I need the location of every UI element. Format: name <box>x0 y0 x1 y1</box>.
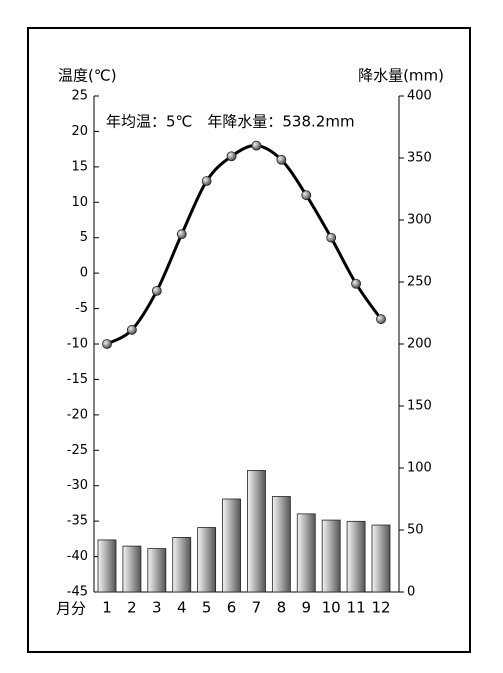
y2-tick-label: 150 <box>407 399 432 414</box>
x-tick-label: 6 <box>227 599 237 617</box>
y-tick-label: -45 <box>67 585 88 600</box>
y2-tick-label: 200 <box>407 337 432 352</box>
x-tick-label: 9 <box>301 599 311 617</box>
bar <box>371 524 391 593</box>
y-tick-label: 0 <box>80 266 88 281</box>
x-tick-label: 1 <box>102 599 112 617</box>
y2-tick-label: 50 <box>407 523 424 538</box>
bar <box>122 545 142 593</box>
y2-axis-title: 降水量(mm) <box>358 67 444 85</box>
y-tick-label: -35 <box>67 514 88 529</box>
bar <box>97 539 117 593</box>
temperature-point <box>201 176 212 186</box>
y-tick-label: 20 <box>71 124 88 139</box>
x-tick-label: 11 <box>347 599 366 617</box>
y-axis-title: 温度(℃) <box>58 67 117 85</box>
temperature-point <box>276 154 287 165</box>
y-tick-label: 25 <box>71 89 88 104</box>
y-tick-label: -30 <box>67 478 88 493</box>
x-tick-label: 3 <box>152 599 162 617</box>
y-tick-label: -40 <box>67 549 88 564</box>
bar <box>172 537 192 593</box>
y2-tick-label: 400 <box>407 89 432 104</box>
bar <box>247 470 266 593</box>
y2-tick-label: 100 <box>407 461 432 476</box>
bar <box>147 548 167 593</box>
temperature-line <box>106 144 383 346</box>
y-tick-label: 5 <box>80 230 88 245</box>
y-tick-label: -5 <box>75 301 88 316</box>
x-tick-label: 8 <box>277 599 287 617</box>
x-tick-label: 7 <box>252 599 262 617</box>
temperature-point <box>376 314 386 325</box>
y-tick-label: -10 <box>67 337 88 352</box>
bar <box>346 520 366 593</box>
temperature-point <box>251 140 262 151</box>
y2-tick-label: 250 <box>407 275 432 290</box>
x-tick-label: 12 <box>371 599 390 617</box>
temperature-point <box>351 278 361 289</box>
y-tick-label: -25 <box>67 443 88 458</box>
temperature-point <box>127 324 137 335</box>
y-tick-label: -20 <box>67 407 88 422</box>
temperature-point <box>102 339 112 349</box>
temperature-point <box>151 285 162 296</box>
y2-tick-label: 350 <box>407 151 432 166</box>
temperature-point <box>176 229 187 240</box>
bar <box>222 498 241 593</box>
y2-tick-label: 0 <box>407 585 415 600</box>
y2-tick-label: 300 <box>407 213 432 228</box>
x-tick-label: 10 <box>322 599 341 617</box>
x-tick-label: 4 <box>177 599 187 617</box>
x-tick-label: 2 <box>127 599 137 617</box>
frame <box>27 27 471 653</box>
x-tick-label: 5 <box>202 599 212 617</box>
temperature-point <box>301 190 312 201</box>
x-axis-title: 月分 <box>56 600 86 618</box>
annotation: 年均温：5℃ 年降水量：538.2mm <box>106 113 355 131</box>
bar <box>197 527 217 593</box>
bar <box>296 513 316 593</box>
y-tick-label: 10 <box>71 195 88 210</box>
bar <box>271 496 291 593</box>
y-tick-label: -15 <box>67 372 88 387</box>
y-tick-label: 15 <box>71 159 88 174</box>
bar <box>321 519 341 593</box>
temperature-point <box>226 151 237 162</box>
temperature-point <box>326 232 337 243</box>
